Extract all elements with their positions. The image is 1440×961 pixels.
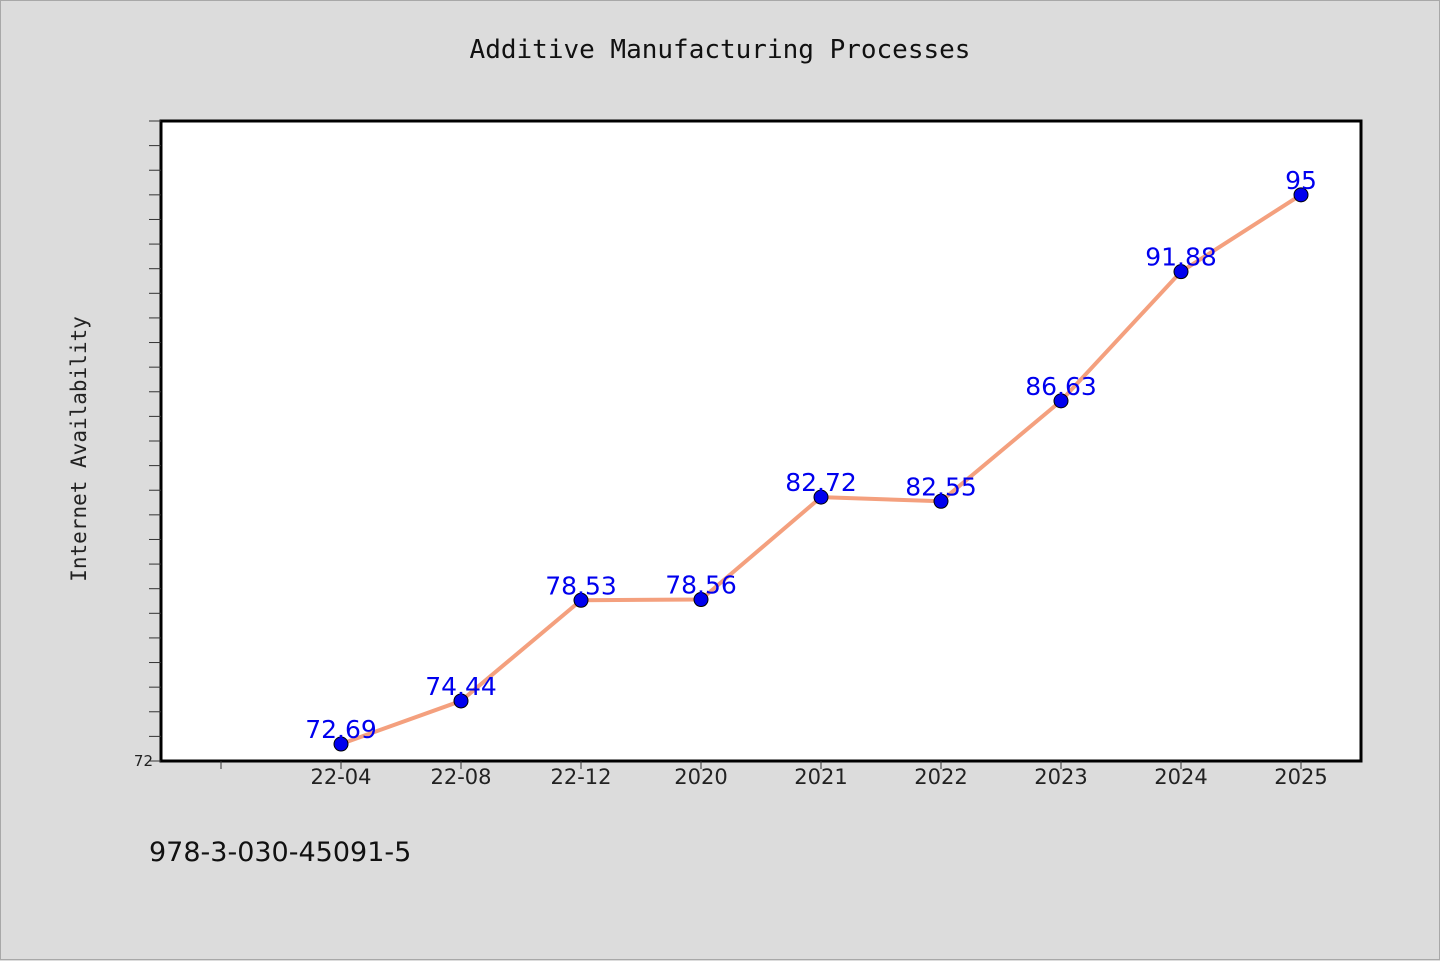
x-tick-label: 22-08 <box>430 765 491 789</box>
y-tick-label: 72 <box>134 752 153 770</box>
x-tick-label: 2020 <box>674 765 727 789</box>
data-point <box>1053 393 1069 409</box>
data-point <box>933 493 949 509</box>
footer-identifier: 978-3-030-45091-5 <box>149 837 412 868</box>
data-label: 82.72 <box>785 468 857 497</box>
x-tick-label: 2021 <box>794 765 847 789</box>
data-point <box>813 489 829 505</box>
x-tick-label: 2023 <box>1034 765 1087 789</box>
x-tick-label: 22-04 <box>310 765 371 789</box>
data-point <box>1293 187 1309 203</box>
data-label: 78.53 <box>545 571 617 600</box>
data-label: 82.55 <box>905 472 977 501</box>
y-axis-ticks <box>149 120 161 762</box>
data-point <box>693 592 709 608</box>
plot-area <box>159 119 1363 763</box>
x-tick-label: 2022 <box>914 765 967 789</box>
data-label: 86.63 <box>1025 372 1097 401</box>
data-point <box>333 736 349 752</box>
data-point <box>573 592 589 608</box>
x-tick-label: 2025 <box>1274 765 1327 789</box>
chart-title: Additive Manufacturing Processes <box>469 35 971 65</box>
data-labels: 72.69 74.44 78.53 78.56 82.72 82.55 86.63 91.88… <box>305 166 1317 744</box>
data-point <box>453 693 469 709</box>
x-axis-ticks <box>220 761 1302 769</box>
data-label: 72.69 <box>305 715 377 744</box>
data-label: 95 <box>1285 166 1317 195</box>
series-markers <box>333 187 1309 752</box>
data-label: 74.44 <box>425 672 497 701</box>
x-tick-label: 22-12 <box>550 765 611 789</box>
data-label: 91.88 <box>1145 243 1217 272</box>
x-tick-label: 2024 <box>1154 765 1207 789</box>
data-label: 78.56 <box>665 571 737 600</box>
data-point <box>1173 264 1189 280</box>
